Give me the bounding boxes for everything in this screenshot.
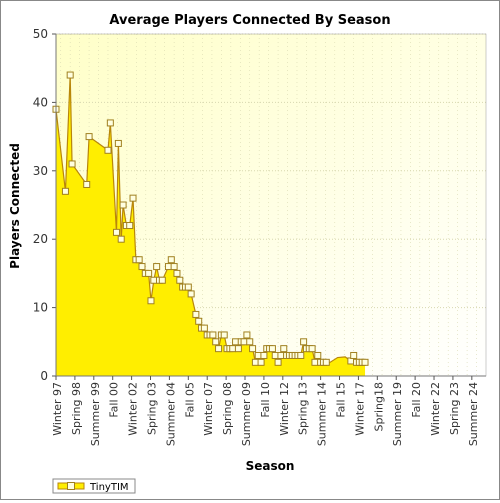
data-point xyxy=(187,290,195,298)
legend: TinyTIM xyxy=(52,478,136,494)
data-point xyxy=(66,71,74,79)
y-tick-label: 20 xyxy=(33,232,48,246)
x-tick-label: Spring 98 xyxy=(70,382,83,435)
data-point xyxy=(158,276,166,284)
x-tick-label: Winter 17 xyxy=(353,382,366,436)
y-tick-label: 0 xyxy=(40,369,48,383)
x-tick-label: Summer 99 xyxy=(89,382,102,446)
data-point xyxy=(104,146,112,154)
data-point xyxy=(192,310,200,318)
legend-label: TinyTIM xyxy=(89,482,129,493)
data-point xyxy=(215,345,223,353)
data-point xyxy=(153,263,161,271)
data-point xyxy=(308,345,316,353)
data-point xyxy=(277,351,285,359)
data-point xyxy=(170,263,178,271)
data-point xyxy=(126,222,134,230)
y-tick-label: 40 xyxy=(33,95,48,109)
data-point xyxy=(361,358,369,366)
data-point xyxy=(209,331,217,339)
x-tick-label: Fall 00 xyxy=(108,382,121,418)
data-point xyxy=(176,276,184,284)
data-point xyxy=(249,345,257,353)
data-point xyxy=(260,351,268,359)
data-point xyxy=(246,338,254,346)
plot-border xyxy=(55,33,487,377)
chart-title: Average Players Connected By Season xyxy=(109,13,390,28)
data-point xyxy=(112,228,120,236)
x-tick-label: Winter 07 xyxy=(202,382,215,436)
data-point xyxy=(129,194,137,202)
x-tick-label: Summer 19 xyxy=(391,382,404,446)
x-tick-label: Spring 08 xyxy=(221,382,234,435)
x-axis-label: Season xyxy=(246,459,295,473)
data-point xyxy=(68,160,76,168)
x-tick-label: Fall 15 xyxy=(335,382,348,418)
data-point xyxy=(240,338,248,346)
data-point xyxy=(220,331,228,339)
data-point xyxy=(300,338,308,346)
data-point xyxy=(232,338,240,346)
data-point xyxy=(257,358,265,366)
legend-marker xyxy=(67,482,75,490)
x-tick-label: Spring 03 xyxy=(146,382,159,435)
data-point xyxy=(184,283,192,291)
y-tick-label: 10 xyxy=(33,301,48,315)
data-point xyxy=(229,345,237,353)
x-tick-label: Spring 23 xyxy=(448,382,461,435)
data-point xyxy=(195,317,203,325)
x-tick-label: Winter 97 xyxy=(51,382,64,436)
data-point xyxy=(271,351,279,359)
data-point xyxy=(147,297,155,305)
x-tick-label: Summer 24 xyxy=(467,382,480,446)
data-point xyxy=(135,256,143,264)
x-tick-label: Spring 13 xyxy=(297,382,310,435)
x-tick-label: Winter 02 xyxy=(127,382,140,436)
data-point xyxy=(106,119,114,127)
data-point xyxy=(138,263,146,271)
series-area xyxy=(56,75,366,376)
data-point xyxy=(254,351,262,359)
x-tick-label: Summer 04 xyxy=(164,382,177,446)
data-point xyxy=(350,351,358,359)
y-axis-label: Players Connected xyxy=(8,143,22,269)
data-point xyxy=(164,263,172,271)
y-tick-label: 50 xyxy=(33,27,48,41)
data-point xyxy=(200,324,208,332)
data-point xyxy=(173,269,181,277)
data-point xyxy=(280,345,288,353)
x-tick-label: Fall 05 xyxy=(183,382,196,418)
data-point xyxy=(314,351,322,359)
x-tick-label: Summer 14 xyxy=(316,382,329,446)
data-point xyxy=(114,139,122,147)
data-point xyxy=(61,187,69,195)
data-point xyxy=(297,351,305,359)
data-point xyxy=(322,358,330,366)
data-point xyxy=(234,345,242,353)
data-point xyxy=(212,338,220,346)
data-point xyxy=(311,358,319,366)
data-point xyxy=(251,358,259,366)
data-point xyxy=(268,345,276,353)
plot-area: 0 10 20 30 40 50 Winter 97 Spring 98 Summer 99 Fa… xyxy=(33,27,487,446)
data-point xyxy=(85,133,93,141)
data-point xyxy=(83,180,91,188)
x-tick-label: Winter 12 xyxy=(278,382,291,436)
data-point xyxy=(167,256,175,264)
x-tick-label: Fall 10 xyxy=(259,382,272,418)
data-point xyxy=(150,276,158,284)
data-point xyxy=(117,235,125,243)
data-point xyxy=(274,358,282,366)
x-tick-label: Spring18 xyxy=(372,382,385,432)
data-point xyxy=(145,269,153,277)
x-tick-label: Fall 20 xyxy=(410,382,423,418)
x-tick-label: Winter 22 xyxy=(429,382,442,436)
x-tick-label: Summer 09 xyxy=(240,382,253,446)
data-point xyxy=(243,331,251,339)
y-tick-label: 30 xyxy=(33,164,48,178)
data-point xyxy=(119,201,127,209)
